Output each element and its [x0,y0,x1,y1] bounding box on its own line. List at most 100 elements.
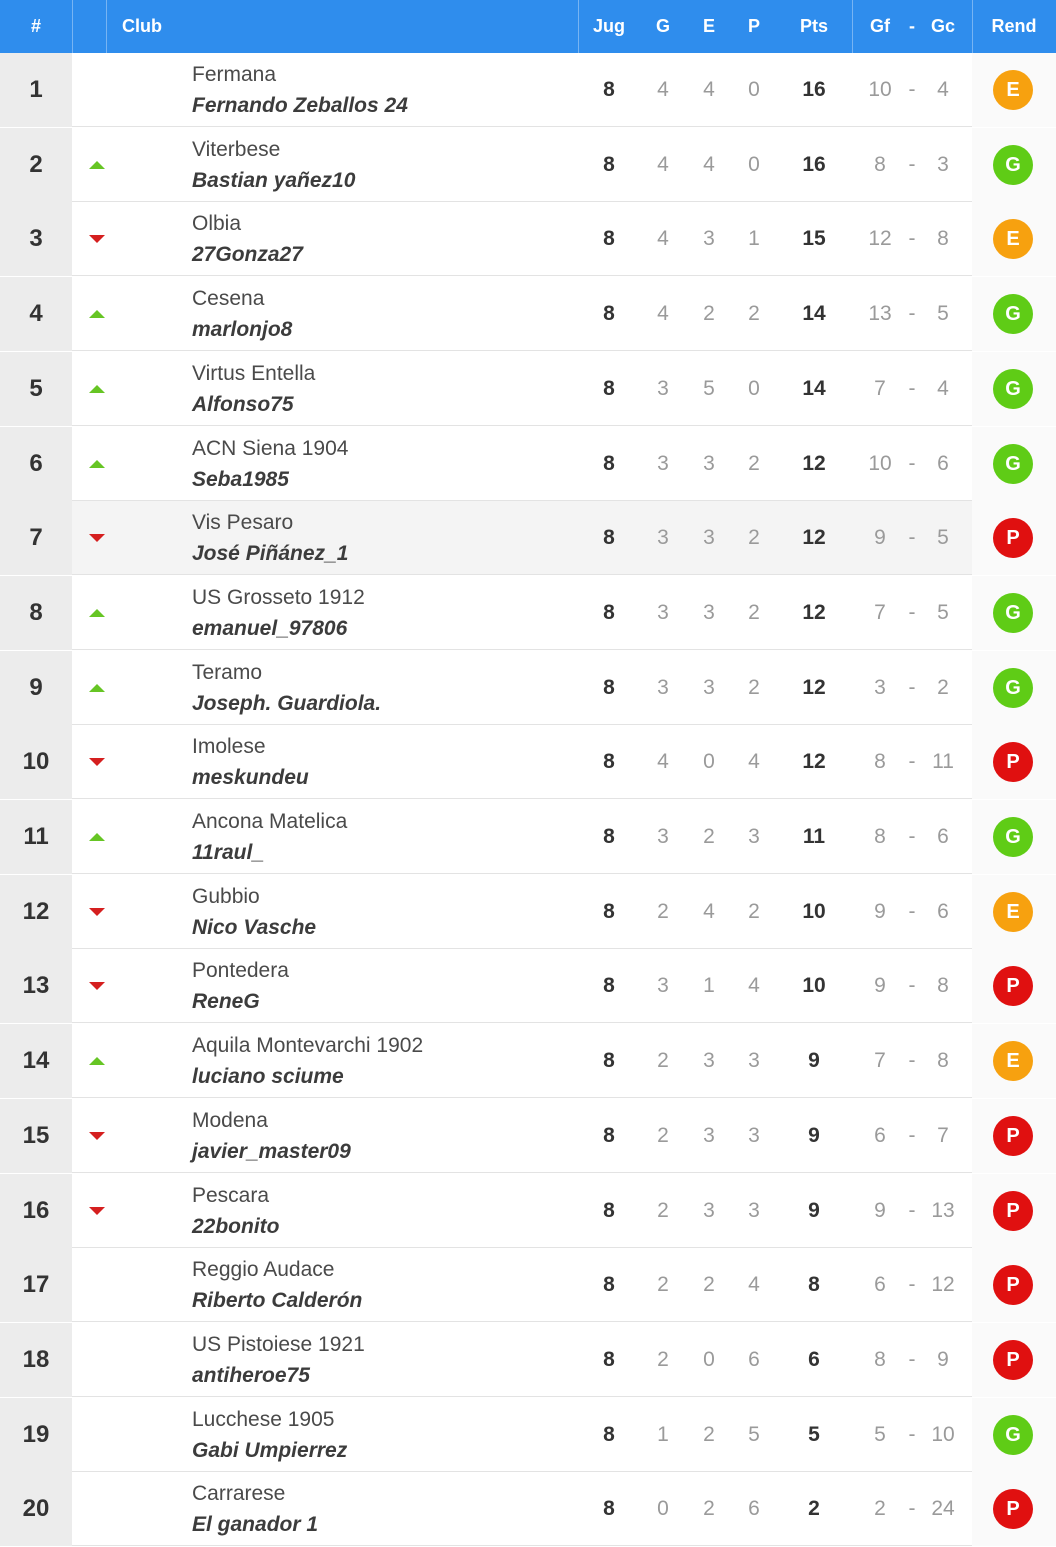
draws-cell: 3 [703,227,715,250]
form-cell: P [972,1099,1056,1173]
club-name[interactable]: Virtus Entella [192,362,316,385]
triangle-down-icon [89,235,105,243]
played-cell: 8 [603,1049,615,1072]
club-name[interactable]: Reggio Audace [192,1258,335,1281]
played-cell: 8 [603,1497,615,1520]
draws-cell: 2 [703,1497,715,1520]
club-name[interactable]: Gubbio [192,885,260,908]
manager-name[interactable]: Riberto Calderón [192,1289,363,1312]
goal-separator: - [908,974,916,997]
header-jug[interactable]: Jug [592,16,625,36]
header-gf[interactable]: Gf [870,16,890,36]
club-name[interactable]: US Pistoiese 1921 [192,1333,365,1356]
club-name[interactable]: Pescara [192,1184,270,1207]
table-row[interactable]: 5 Virtus Entella Alfonso75 8 3 5 0 14 7-4 G [0,352,1056,426]
header-gc[interactable]: Gc [930,16,955,36]
table-row[interactable]: 4 Cesena marlonjo8 8 4 2 2 14 13-5 G [0,277,1056,351]
header-rend[interactable]: Rend [991,16,1037,36]
form-cell: G [972,800,1056,874]
manager-name[interactable]: 27Gonza27 [192,243,303,266]
points-cell: 12 [802,526,826,549]
table-row[interactable]: 3 Olbia 27Gonza27 8 4 3 1 15 12-8 E [0,202,1056,276]
club-name[interactable]: Fermana [192,63,277,86]
club-name[interactable]: Teramo [192,661,263,684]
form-cell: P [972,725,1056,799]
manager-name[interactable]: Joseph. Guardiola. [192,692,382,715]
manager-name[interactable]: Alfonso75 [192,393,294,416]
table-row[interactable]: 16 Pescara 22bonito 8 2 3 3 9 9-13 P [0,1174,1056,1248]
header-pts[interactable]: Pts [799,16,828,36]
club-name[interactable]: Ancona Matelica [192,810,348,833]
table-row[interactable]: 1 Fermana Fernando Zeballos 24 8 4 4 0 16 10-4 E [0,53,1056,127]
draws-cell: 2 [703,302,715,325]
manager-name[interactable]: 11raul_ [192,841,264,864]
table-row[interactable]: 18 US Pistoiese 1921 antiheroe75 8 2 0 6 6 8-9 P [0,1323,1056,1397]
wins-cell: 3 [657,377,669,400]
form-badge: E [993,219,1033,259]
header-club[interactable]: Club [122,16,162,36]
draws-cell: 3 [703,526,715,549]
club-name[interactable]: US Grosseto 1912 [192,586,365,609]
form-badge: G [993,294,1033,334]
club-name[interactable]: Modena [192,1109,268,1132]
manager-name[interactable]: ReneG [192,990,260,1013]
table-row[interactable]: 9 Teramo Joseph. Guardiola. 8 3 3 2 12 3-2 G [0,651,1056,725]
table-row[interactable]: 10 Imolese meskundeu 8 4 0 4 12 8-11 P [0,725,1056,799]
manager-name[interactable]: Seba1985 [192,468,289,491]
table-row[interactable]: 19 Lucchese 1905 Gabi Umpierrez 8 1 2 5 5 5-10 G [0,1398,1056,1472]
club-name[interactable]: ACN Siena 1904 [192,437,349,460]
club-name[interactable]: Cesena [192,287,265,310]
table-row[interactable]: 8 US Grosseto 1912 emanuel_97806 8 3 3 2 12 7-5 G [0,576,1056,650]
manager-name[interactable]: Gabi Umpierrez [192,1439,348,1462]
club-name[interactable]: Viterbese [192,138,281,161]
draws-cell: 2 [703,825,715,848]
table-row[interactable]: 14 Aquila Montevarchi 1902 luciano sciume 8… [0,1024,1056,1098]
table-row[interactable]: 13 Pontedera ReneG 8 3 1 4 10 9-8 P [0,949,1056,1023]
points-cell: 8 [808,1273,820,1296]
table-row[interactable]: 11 Ancona Matelica 11raul_ 8 3 2 3 11 8-6 G [0,800,1056,874]
goals-against-cell: 12 [931,1273,955,1296]
points-cell: 10 [802,900,826,923]
manager-name[interactable]: luciano sciume [192,1065,344,1088]
club-name[interactable]: Carrarese [192,1482,286,1505]
table-row[interactable]: 17 Reggio Audace Riberto Calderón 8 2 2 4 8 6-12… [0,1248,1056,1322]
played-cell: 8 [603,377,615,400]
club-name[interactable]: Olbia [192,212,242,235]
header-p[interactable]: P [747,16,760,36]
club-name[interactable]: Vis Pesaro [192,511,294,534]
manager-name[interactable]: meskundeu [192,766,309,789]
form-badge: P [993,1340,1033,1380]
form-cell: P [972,1248,1056,1322]
form-cell: G [972,1398,1056,1472]
club-name[interactable]: Lucchese 1905 [192,1408,335,1431]
manager-name[interactable]: José Piñánez_1 [192,542,349,565]
table-row[interactable]: 7 Vis Pesaro José Piñánez_1 8 3 3 2 12 9-5 P [0,501,1056,575]
draws-cell: 2 [703,1273,715,1296]
header-e[interactable]: E [702,16,715,36]
table-row[interactable]: 20 Carrarese El ganador 1 8 0 2 6 2 2-24 P [0,1472,1056,1546]
manager-name[interactable]: El ganador 1 [192,1513,319,1536]
club-name[interactable]: Imolese [192,735,266,758]
club-name[interactable]: Pontedera [192,959,289,982]
manager-name[interactable]: javier_master09 [192,1140,351,1163]
manager-name[interactable]: marlonjo8 [192,318,293,341]
manager-name[interactable]: Bastian yañez10 [192,169,356,192]
form-badge: G [993,369,1033,409]
manager-name[interactable]: antiheroe75 [192,1364,310,1387]
table-row[interactable]: 6 ACN Siena 1904 Seba1985 8 3 3 2 12 10-6 G [0,427,1056,501]
club-name[interactable]: Aquila Montevarchi 1902 [192,1034,424,1057]
goal-separator: - [908,302,916,325]
table-row[interactable]: 15 Modena javier_master09 8 2 3 3 9 6-7 P [0,1099,1056,1173]
triangle-down-icon [89,1207,105,1215]
header-g[interactable]: G [655,16,670,36]
manager-name[interactable]: emanuel_97806 [192,617,348,640]
table-row[interactable]: 12 Gubbio Nico Vasche 8 2 4 2 10 9-6 E [0,875,1056,949]
manager-name[interactable]: Nico Vasche [192,916,317,939]
header-trend [72,0,106,53]
played-cell: 8 [603,750,615,773]
header-rank[interactable]: # [30,16,41,36]
table-row[interactable]: 2 Viterbese Bastian yañez10 8 4 4 0 16 8-3 G [0,128,1056,202]
manager-name[interactable]: Fernando Zeballos 24 [192,94,408,117]
manager-name[interactable]: 22bonito [192,1215,280,1238]
